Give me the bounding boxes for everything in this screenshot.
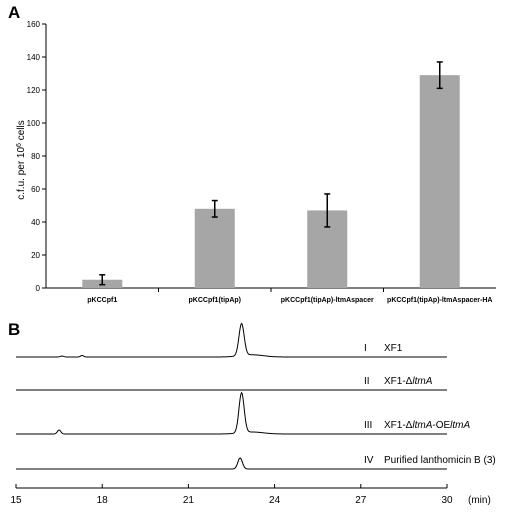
trace-name-text: XF1 (384, 343, 403, 354)
trace-name-label: XF1-ΔltmA-OEltmA (384, 420, 470, 431)
y-tick-label: 160 (27, 20, 41, 29)
chromatogram-trace (16, 322, 447, 358)
y-tick-label: 20 (31, 251, 40, 260)
bar (419, 75, 460, 289)
y-tick-label: 140 (27, 53, 41, 62)
panel-a-label: A (8, 3, 20, 22)
trace-name-text: XF1-Δ (384, 376, 413, 387)
x-tick-label: 24 (269, 495, 281, 506)
trace-roman-label: II (364, 376, 370, 387)
x-category-label: pKCCpf1 (87, 297, 117, 304)
trace-name-gene: ltmA (450, 420, 470, 431)
y-tick-label: 120 (27, 86, 41, 95)
y-axis-label-main: c.f.u. per 10 (16, 147, 27, 200)
y-tick-label: 60 (31, 185, 40, 194)
x-tick-label: 27 (355, 495, 367, 506)
bar (194, 208, 235, 288)
x-axis-label: (min) (468, 495, 491, 506)
y-tick-label: 0 (36, 284, 41, 293)
x-tick-label: 30 (441, 495, 453, 506)
x-category-label: pKCCpf1(tipAp)-ltmAspacer-HA (387, 297, 492, 304)
trace-name-gene: ltmA (412, 420, 432, 431)
x-tick-label: 21 (183, 495, 195, 506)
trace-name-label: XF1 (384, 343, 403, 354)
trace-name-label: XF1-ΔltmA (384, 376, 433, 387)
trace-name-label: Purified lanthomicin B (3) (384, 455, 496, 466)
trace-name-gene: ltmA (412, 376, 432, 387)
y-axis-label: c.f.u. per 106 cells (16, 120, 28, 200)
x-category-label: pKCCpf1(tipAp)-ltmAspacer (281, 297, 374, 304)
y-tick-label: 100 (27, 119, 41, 128)
panel-b-label: B (8, 320, 20, 339)
bar-chart: 0 20 40 60 80 100 120 140 160 pKCCpf1 pKCCpf1(tipA… (27, 20, 496, 304)
y-tick-label: 80 (31, 152, 40, 161)
x-tick-label: 15 (10, 495, 22, 506)
y-axis-label-exponent: 6 (16, 143, 23, 147)
trace-roman-label: IV (364, 455, 374, 466)
chromatogram-trace (16, 457, 447, 470)
trace-name-text: XF1-Δ (384, 420, 413, 431)
trace-name-text: Purified lanthomicin B (3) (384, 455, 496, 466)
y-tick-label: 40 (31, 218, 40, 227)
x-category-label: pKCCpf1(tipAp) (189, 297, 242, 304)
chromatogram-trace (16, 391, 447, 435)
trace-name-suffix: -OE (432, 420, 450, 431)
trace-roman-label: I (364, 343, 367, 354)
y-axis-label-unit: cells (16, 120, 27, 143)
trace-roman-label: III (364, 420, 372, 431)
x-tick-label: 18 (97, 495, 109, 506)
